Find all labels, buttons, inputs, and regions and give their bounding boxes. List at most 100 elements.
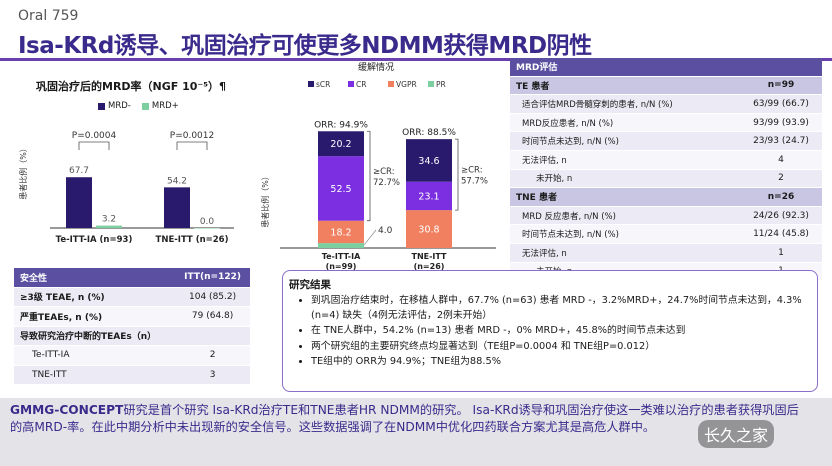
results-item: 在 TNE人群中，54.2% (n=13) 患者 MRD -，0% MRD+，4… xyxy=(311,323,816,338)
safety-header-cell: ITT(n=122) xyxy=(175,268,250,288)
stack-vgpr-1 xyxy=(406,210,452,248)
mrd-assessment-table: MRD评估 TE 患者 n=99 适合评估MRD骨髓穿刺的患者, n/N (%) 63/… xyxy=(510,58,822,282)
bar-value-label: 3.2 xyxy=(102,215,116,225)
results-title: 研究结果 xyxy=(289,279,331,291)
safety-row: 严重TEAEs, n (%) 79 (64.8) xyxy=(14,306,250,327)
y-axis-label: 患者比例（%） xyxy=(260,172,270,228)
mrd-value-cell: 93/99 (93.9) xyxy=(740,113,822,133)
legend-swatch-mrd-pos xyxy=(141,102,149,110)
title-divider xyxy=(0,58,832,61)
bar-value-label: 54.2 xyxy=(167,176,187,186)
safety-row: 导致研究治疗中断的TEAEs（n） xyxy=(14,326,250,346)
mrd-chart-title: 巩固治疗后的MRD率（NGF 10⁻⁵）¶ xyxy=(36,80,227,93)
safety-row: ≥3级 TEAE, n (%) 104 (85.2) xyxy=(14,287,250,307)
mrd-label-cell: 未开始, n xyxy=(510,169,740,189)
stack-value-label: 18.2 xyxy=(330,227,351,238)
safety-row: Te-ITT-IA 2 xyxy=(14,345,250,366)
pvalue-label: P=0.0012 xyxy=(170,131,214,141)
stack-value-label: 52.5 xyxy=(330,184,351,195)
results-item: 到巩固治疗结束时，在移植人群中，67.7% (n=63) 患者 MRD -，3.… xyxy=(311,293,816,323)
mrd-table-title: MRD评估 xyxy=(510,58,822,77)
mrd-label-cell: MRD 反应患者, n/N (%) xyxy=(510,206,740,226)
mrd-value-cell: 2 xyxy=(740,169,822,189)
legend-label-mrd-neg: MRD- xyxy=(108,101,131,111)
stack-pr-0 xyxy=(318,243,364,248)
bar-value-label: 67.7 xyxy=(69,166,89,176)
legend-label-vgpr: VGPR xyxy=(396,80,417,89)
results-box: 研究结果 到巩固治疗结束时，在移植人群中，67.7% (n=63) 患者 MRD… xyxy=(282,270,818,392)
pr-pointer xyxy=(363,229,377,246)
category-label: Te-ITT-IA xyxy=(322,252,361,261)
bar-mrd-0 xyxy=(66,177,92,228)
safety-value-cell xyxy=(175,326,250,346)
cr-label: ≥CR: xyxy=(373,167,395,177)
bar-mrd-1 xyxy=(194,228,220,229)
pvalue-bracket xyxy=(176,141,208,150)
safety-label-cell: TNE-ITT xyxy=(14,365,176,385)
legend-label-pr: PR xyxy=(436,80,446,89)
mrd-value-cell: 23/93 (24.7) xyxy=(740,131,822,151)
safety-table: 安全性 ITT(n=122) ≥3级 TEAE, n (%) 104 (85.2) 严重… xyxy=(14,268,250,385)
mrd-value-cell: 4 xyxy=(740,150,822,170)
legend-swatch-vgpr xyxy=(388,81,394,87)
conclusion-body: 研究是首个研究 Isa-KRd治疗TE和TNE患者HR NDMM的研究。 Isa… xyxy=(10,403,799,434)
mrd-label-cell: 时间节点未达到, n/N (%) xyxy=(510,131,740,151)
mrd-row: MRD 反应患者, n/N (%) 24/26 (92.3) xyxy=(510,206,822,226)
stack-value-label: 34.6 xyxy=(418,156,439,167)
safety-header-cell: 安全性 xyxy=(14,268,176,288)
mrd-value-cell: 1 xyxy=(740,243,822,263)
mrd-tne-header-cell: n=26 xyxy=(740,187,822,207)
legend-label-mrd-pos: MRD+ xyxy=(151,101,179,111)
results-list: 到巩固治疗结束时，在移植人群中，67.7% (n=63) 患者 MRD -，3.… xyxy=(297,293,816,369)
conclusion-band xyxy=(0,398,832,466)
conclusion-text: GMMG-CONCEPT研究是首个研究 Isa-KRd治疗TE和TNE患者HR … xyxy=(10,402,810,436)
category-label: TNE-ITT (n=26) xyxy=(156,235,229,245)
mrd-value-cell: 63/99 (66.7) xyxy=(740,94,822,114)
mrd-label-cell: 时间节点未达到, n/N (%) xyxy=(510,224,740,244)
cr-value: 57.7% xyxy=(461,177,488,187)
mrd-label-cell: 无法评估, n xyxy=(510,150,740,170)
results-item: TE组中的 ORR为 94.9%；TNE组为88.5% xyxy=(311,354,816,369)
safety-row: TNE-ITT 3 xyxy=(14,365,250,385)
mrd-label-cell: MRD反应患者, n/N (%) xyxy=(510,113,740,133)
category-label: TNE-ITT xyxy=(411,252,447,261)
category-label: Te-ITT-IA (n=93) xyxy=(56,235,133,245)
stack-cr-1 xyxy=(406,181,452,211)
mrd-label-cell: 适合评估MRD骨髓穿刺的患者, n/N (%) xyxy=(510,94,740,114)
legend-label-cr: CR xyxy=(356,80,366,89)
mrd-te-header-cell: n=99 xyxy=(740,76,822,96)
safety-label-cell: ≥3级 TEAE, n (%) xyxy=(14,287,176,307)
orr-label: ORR: 94.9% xyxy=(314,120,368,130)
mrd-tne-header: TNE 患者 n=26 xyxy=(510,187,822,207)
mrd-row: 适合评估MRD骨髓穿刺的患者, n/N (%) 63/99 (66.7) xyxy=(510,94,822,114)
bar-value-label: 0.0 xyxy=(200,217,215,227)
results-item: 两个研究组的主要研究终点均显著达到（TE组P=0.0004 和 TNE组P=0.… xyxy=(311,339,816,354)
category-n-label: (n=99) xyxy=(326,262,357,271)
safety-value-cell: 3 xyxy=(175,365,250,385)
orr-label: ORR: 88.5% xyxy=(402,128,456,138)
category-n-label: (n=26) xyxy=(414,262,445,271)
pr-value-label: 4.0 xyxy=(378,226,393,236)
cr-bracket xyxy=(455,138,459,211)
mrd-label-cell: 无法评估, n xyxy=(510,243,740,263)
legend-swatch-pr xyxy=(428,81,434,87)
safety-value-cell: 2 xyxy=(175,345,250,366)
pvalue-bracket xyxy=(78,141,110,150)
safety-value-cell: 79 (64.8) xyxy=(175,306,250,327)
stack-value-label: 20.2 xyxy=(330,139,351,150)
mrd-title-row: MRD评估 xyxy=(510,58,822,77)
mrd-chart-legend: MRD- MRD+ xyxy=(98,101,179,111)
slide-title: Isa-KRd诱导、巩固治疗可使更多NDMM获得MRD阴性 xyxy=(18,33,592,59)
y-axis-label: 患者比例（%） xyxy=(18,144,28,200)
legend-swatch-cr xyxy=(348,81,354,87)
mrd-rate-chart: 患者比例（%） 67.7 3.2 P=0.0004 Te-ITT-IA (n=93) 54… xyxy=(18,131,234,245)
session-label: Oral 759 xyxy=(18,8,79,24)
watermark: 长久之家 xyxy=(698,420,775,448)
mrd-te-header: TE 患者 n=99 xyxy=(510,76,822,96)
cr-value: 72.7% xyxy=(373,178,400,188)
safety-label-cell: Te-ITT-IA xyxy=(14,345,176,366)
mrd-tne-header-cell: TNE 患者 xyxy=(510,187,740,207)
stack-vgpr-0 xyxy=(318,220,364,244)
